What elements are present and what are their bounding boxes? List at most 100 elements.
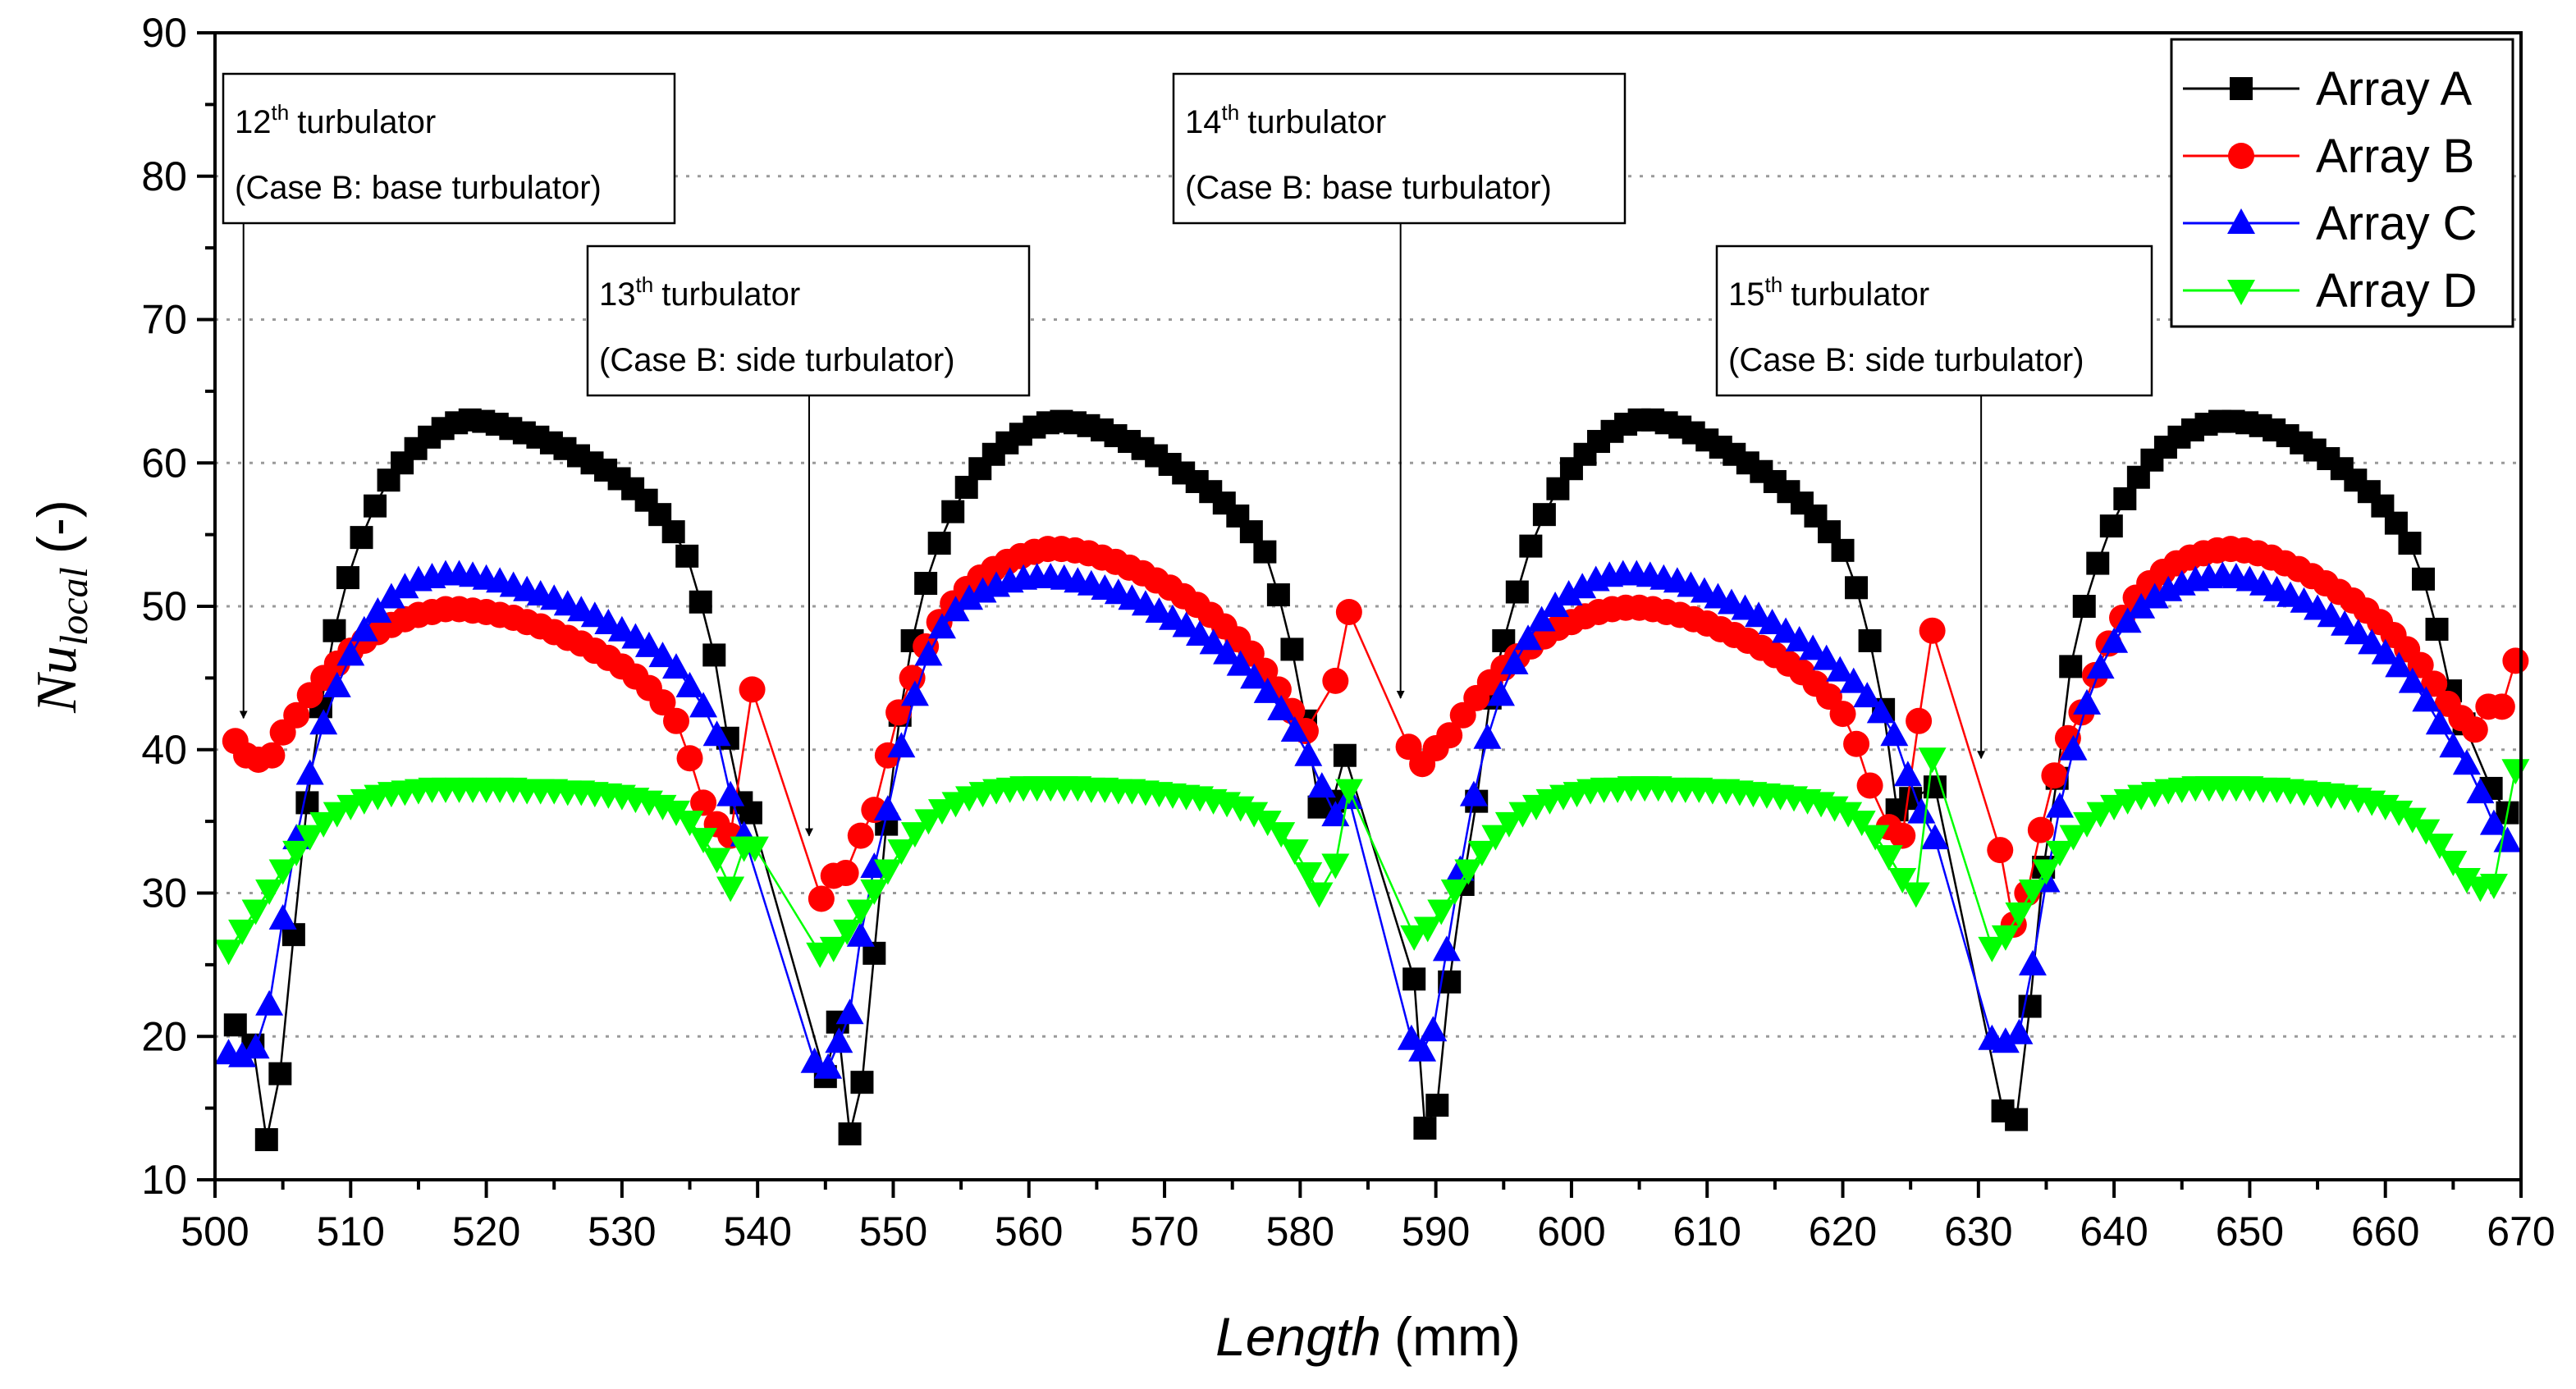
data-point xyxy=(2466,778,2495,804)
data-point xyxy=(2041,762,2068,789)
data-point xyxy=(2059,734,2088,761)
data-point xyxy=(941,500,965,523)
data-point xyxy=(1294,862,1323,889)
data-point xyxy=(1454,859,1483,885)
data-point xyxy=(846,899,875,925)
data-point xyxy=(846,921,875,947)
x-tick-label: 590 xyxy=(1402,1209,1470,1254)
x-tick-label: 550 xyxy=(859,1209,927,1254)
data-point xyxy=(2086,802,2115,828)
data-point xyxy=(1213,638,1242,665)
data-point xyxy=(2027,816,2054,843)
data-point xyxy=(2452,749,2481,775)
x-tick-label: 530 xyxy=(588,1209,656,1254)
series-array-d xyxy=(214,747,2530,968)
data-point xyxy=(661,520,685,544)
data-point xyxy=(1172,611,1201,637)
data-point xyxy=(1918,747,1947,774)
data-point xyxy=(1413,916,1442,943)
data-point xyxy=(1427,899,1456,925)
data-point xyxy=(2502,647,2529,674)
data-point xyxy=(927,532,951,555)
annotation-ordinal: 15 xyxy=(1728,276,1765,313)
data-point xyxy=(1888,868,1917,894)
data-point xyxy=(1467,840,1496,866)
data-point xyxy=(255,989,284,1016)
y-tick-label: 30 xyxy=(141,870,187,916)
data-point xyxy=(377,583,405,609)
data-point xyxy=(1826,656,1855,682)
y-tick-label: 60 xyxy=(141,440,187,486)
x-tick-label: 510 xyxy=(317,1209,385,1254)
data-point xyxy=(2113,607,2142,633)
data-point xyxy=(739,676,766,703)
data-point xyxy=(2072,595,2096,618)
data-point xyxy=(662,800,690,826)
data-point xyxy=(2385,800,2414,826)
data-point xyxy=(1333,743,1357,767)
data-point xyxy=(295,759,324,785)
data-point xyxy=(2412,686,2441,712)
legend-item-array-d: Array D xyxy=(2183,264,2478,318)
legend-marker xyxy=(2228,143,2254,169)
x-tick-label: 560 xyxy=(995,1209,1063,1254)
annotation-12: 12th turbulator(Case B: base turbulator) xyxy=(222,72,676,720)
data-point xyxy=(2140,583,2169,609)
data-point xyxy=(814,1053,843,1079)
data-point xyxy=(2099,514,2123,538)
data-point xyxy=(860,880,889,906)
data-point xyxy=(2488,693,2515,720)
data-point xyxy=(1880,720,1909,747)
data-point xyxy=(350,526,373,550)
data-point xyxy=(649,689,676,716)
data-point xyxy=(689,828,718,854)
data-point xyxy=(702,720,731,747)
data-point xyxy=(1519,534,1543,558)
data-point xyxy=(873,795,902,821)
data-point xyxy=(323,802,351,828)
annotation-note: (Case B: base turbulator) xyxy=(1185,170,1552,206)
data-point xyxy=(2344,619,2372,645)
annotation-15: 15th turbulator (Case B: side turbulator) xyxy=(1715,244,2153,760)
data-point xyxy=(1893,761,1922,787)
data-point xyxy=(847,822,874,849)
data-point xyxy=(1554,580,1583,606)
data-point xyxy=(1335,598,1362,625)
axes: 500 510 520 530 540 550 560 570 580 590 600 610 620 6… xyxy=(141,10,2555,1254)
data-point xyxy=(675,811,704,837)
data-point xyxy=(2032,859,2061,885)
data-point xyxy=(1425,1094,1449,1117)
annotation-14: 14th turbulator (Case B: base turbulator) xyxy=(1172,72,1627,699)
x-axis-title: Length (mm) xyxy=(1215,1306,1521,1367)
data-point xyxy=(1334,779,1363,805)
data-point xyxy=(309,709,338,735)
data-point xyxy=(1799,634,1828,660)
data-point xyxy=(2371,638,2400,665)
data-point xyxy=(2127,592,2156,619)
data-point xyxy=(2411,567,2435,591)
data-point xyxy=(323,671,351,697)
data-point xyxy=(255,880,284,906)
data-point xyxy=(838,1122,862,1146)
data-point xyxy=(955,584,984,610)
data-point xyxy=(1527,605,1556,632)
data-point xyxy=(1731,594,1759,620)
data-point xyxy=(1532,503,1556,527)
data-point xyxy=(675,544,699,568)
data-point xyxy=(1131,590,1160,616)
x-tick-label: 650 xyxy=(2216,1209,2284,1254)
data-point xyxy=(1866,697,1895,724)
y-tick-label: 50 xyxy=(141,583,187,629)
data-point xyxy=(941,596,970,622)
data-point xyxy=(2073,688,2102,715)
data-point xyxy=(1440,880,1469,906)
data-point xyxy=(1253,811,1282,837)
data-point xyxy=(1432,935,1461,962)
data-point xyxy=(1413,1117,1437,1140)
y-tick-label: 20 xyxy=(141,1013,187,1059)
data-point xyxy=(1853,682,1882,708)
data-point xyxy=(1408,1035,1437,1062)
plot-series xyxy=(214,408,2530,1152)
data-point xyxy=(268,1062,292,1085)
data-point xyxy=(832,860,859,887)
